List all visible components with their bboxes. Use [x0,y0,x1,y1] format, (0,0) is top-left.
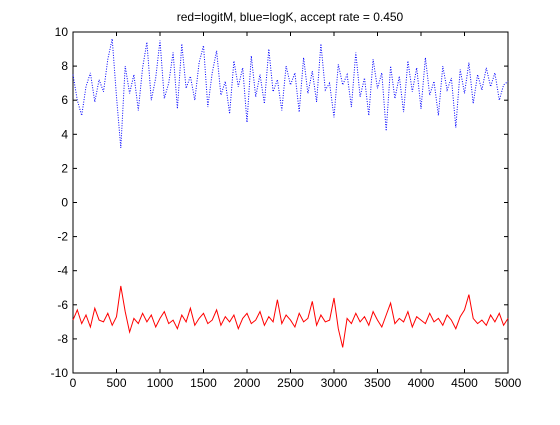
y-tick-label: -10 [51,366,69,380]
x-tick-label: 4000 [408,376,435,390]
y-tick-label: 4 [61,127,68,141]
series-red-line [72,285,509,348]
x-tick-label: 0 [70,376,77,390]
series-blue-line [72,38,509,148]
y-tick-label: 10 [55,25,69,39]
y-tick-label: -4 [57,264,68,278]
x-tick-label: 3500 [364,376,391,390]
chart-title: red=logitM, blue=logK, accept rate = 0.4… [177,10,404,24]
y-tick-label: 6 [61,93,68,107]
y-tick-label: -2 [57,230,68,244]
x-tick-label: 3000 [321,376,348,390]
x-tick-label: 2500 [277,376,304,390]
axes-box [72,31,509,374]
x-tick-label: 4500 [451,376,478,390]
series-layer [72,38,509,348]
x-tick-label: 500 [106,376,126,390]
tick-layer: 0 500 1000 1500 2000 2500 3000 3500 4000 4500 5000… [51,25,522,390]
x-tick-label: 1000 [147,376,174,390]
y-tick-label: -8 [57,332,68,346]
y-tick-label: 8 [61,59,68,73]
y-tick-label: 2 [61,161,68,175]
y-tick-label: 0 [61,196,68,210]
x-tick-label: 5000 [495,376,522,390]
y-tick-label: -6 [57,298,68,312]
x-tick-label: 2000 [234,376,261,390]
x-tick-label: 1500 [190,376,217,390]
